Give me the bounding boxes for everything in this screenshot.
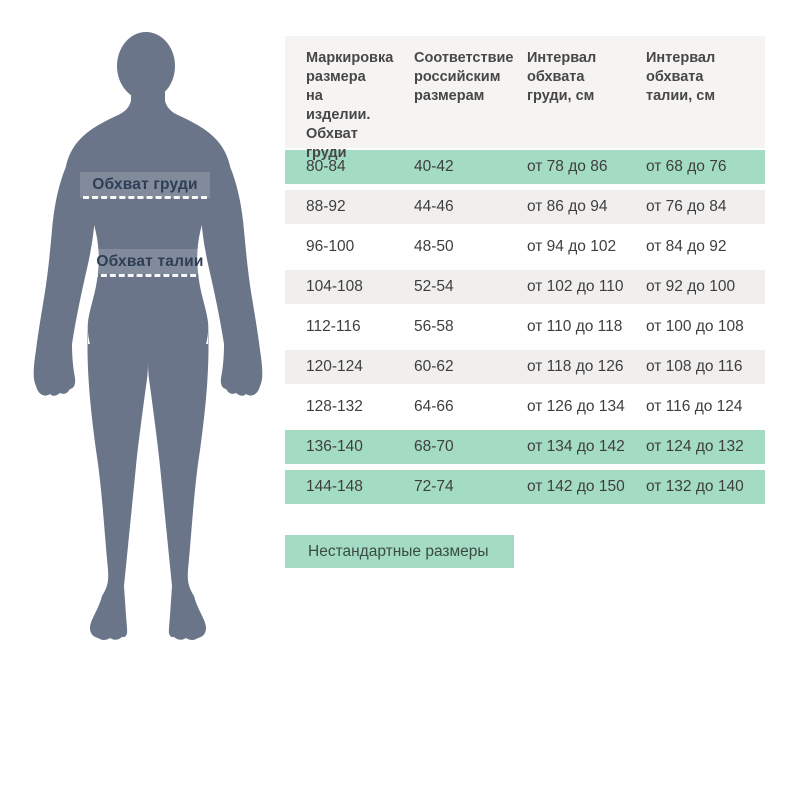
cell-size-marking: 144-148	[306, 478, 363, 495]
cell-russian-size: 52-54	[414, 278, 454, 295]
silhouette-right-leg	[148, 322, 209, 640]
chest-girth-label: Обхват груди	[92, 176, 198, 193]
cell-size-marking: 112-116	[306, 318, 361, 335]
cell-waist-interval: от 116 до 124	[646, 398, 743, 415]
cell-chest-interval: от 118 до 126	[527, 358, 624, 375]
table-row: 88-92 44-46 от 86 до 94 от 76 до 84	[285, 190, 765, 224]
cell-chest-interval: от 102 до 110	[527, 278, 624, 295]
waist-measure-band	[94, 249, 206, 274]
cell-waist-interval: от 84 до 92	[646, 238, 727, 255]
cell-chest-interval: от 110 до 118	[527, 318, 623, 335]
header-waist-interval: Интервал обхвата талии, см	[646, 50, 716, 104]
male-silhouette-graphic	[33, 32, 263, 640]
cell-russian-size: 60-62	[414, 358, 454, 375]
cell-size-marking: 136-140	[306, 438, 363, 455]
cell-waist-interval: от 68 до 76	[646, 158, 727, 175]
silhouette-left-leg	[87, 322, 148, 640]
cell-size-marking: 104-108	[306, 278, 363, 295]
silhouette-torso	[65, 92, 231, 360]
cell-waist-interval: от 76 до 84	[646, 198, 727, 215]
cell-size-marking: 128-132	[306, 398, 363, 415]
table-row: 96-100 48-50 от 94 до 102 от 84 до 92	[285, 230, 765, 264]
cell-waist-interval: от 92 до 100	[646, 278, 736, 295]
table-row: 120-124 60-62 от 118 до 126 от 108 до 11…	[285, 350, 765, 384]
table-row: 144-148 72-74 от 142 до 150 от 132 до 14…	[285, 470, 765, 504]
cell-waist-interval: от 132 до 140	[646, 478, 744, 495]
table-row: 136-140 68-70 от 134 до 142 от 124 до 13…	[285, 430, 765, 464]
cell-russian-size: 68-70	[414, 438, 454, 455]
table-row: 104-108 52-54 от 102 до 110 от 92 до 100	[285, 270, 765, 304]
cell-chest-interval: от 134 до 142	[527, 438, 625, 455]
table-row: 112-116 56-58 от 110 до 118 от 100 до 10…	[285, 310, 765, 344]
cell-chest-interval: от 78 до 86	[527, 158, 608, 175]
cell-chest-interval: от 86 до 94	[527, 198, 608, 215]
cell-russian-size: 44-46	[414, 198, 454, 215]
table-row: 128-132 64-66 от 126 до 134 от 116 до 12…	[285, 390, 765, 424]
waist-girth-label: Обхват талии	[96, 253, 204, 270]
table-row: 80-84 40-42 от 78 до 86 от 68 до 76	[285, 150, 765, 184]
cell-size-marking: 80-84	[306, 158, 346, 175]
size-table: Маркировка размера на изделии. Обхват гр…	[285, 36, 765, 510]
cell-russian-size: 64-66	[414, 398, 454, 415]
cell-waist-interval: от 124 до 132	[646, 438, 744, 455]
cell-chest-interval: от 126 до 134	[527, 398, 625, 415]
cell-russian-size: 72-74	[414, 478, 454, 495]
cell-size-marking: 96-100	[306, 238, 355, 255]
cell-chest-interval: от 94 до 102	[527, 238, 617, 255]
cell-waist-interval: от 100 до 108	[646, 318, 744, 335]
cell-chest-interval: от 142 до 150	[527, 478, 625, 495]
chest-measure-line	[83, 196, 207, 199]
cell-russian-size: 40-42	[414, 158, 454, 175]
silhouette-right-arm	[201, 162, 263, 396]
cell-size-marking: 120-124	[306, 358, 363, 375]
cell-russian-size: 48-50	[414, 238, 454, 255]
header-chest-interval: Интервал обхвата груди, см	[527, 50, 597, 104]
cell-russian-size: 56-58	[414, 318, 454, 335]
header-russian-sizes: Соответствие российским размерам	[414, 50, 514, 104]
cell-size-marking: 88-92	[306, 198, 346, 215]
cell-waist-interval: от 108 до 116	[646, 358, 743, 375]
nonstandard-sizes-button[interactable]: Нестандартные размеры	[285, 535, 514, 568]
chest-measure-band	[80, 172, 210, 198]
male-silhouette: Обхват груди Обхват талии	[28, 26, 274, 646]
silhouette-left-arm	[33, 162, 95, 396]
waist-measure-line	[92, 274, 205, 277]
size-table-header: Маркировка размера на изделии. Обхват гр…	[285, 36, 765, 161]
header-size-marking: Маркировка размера на изделии. Обхват гр…	[306, 50, 394, 161]
